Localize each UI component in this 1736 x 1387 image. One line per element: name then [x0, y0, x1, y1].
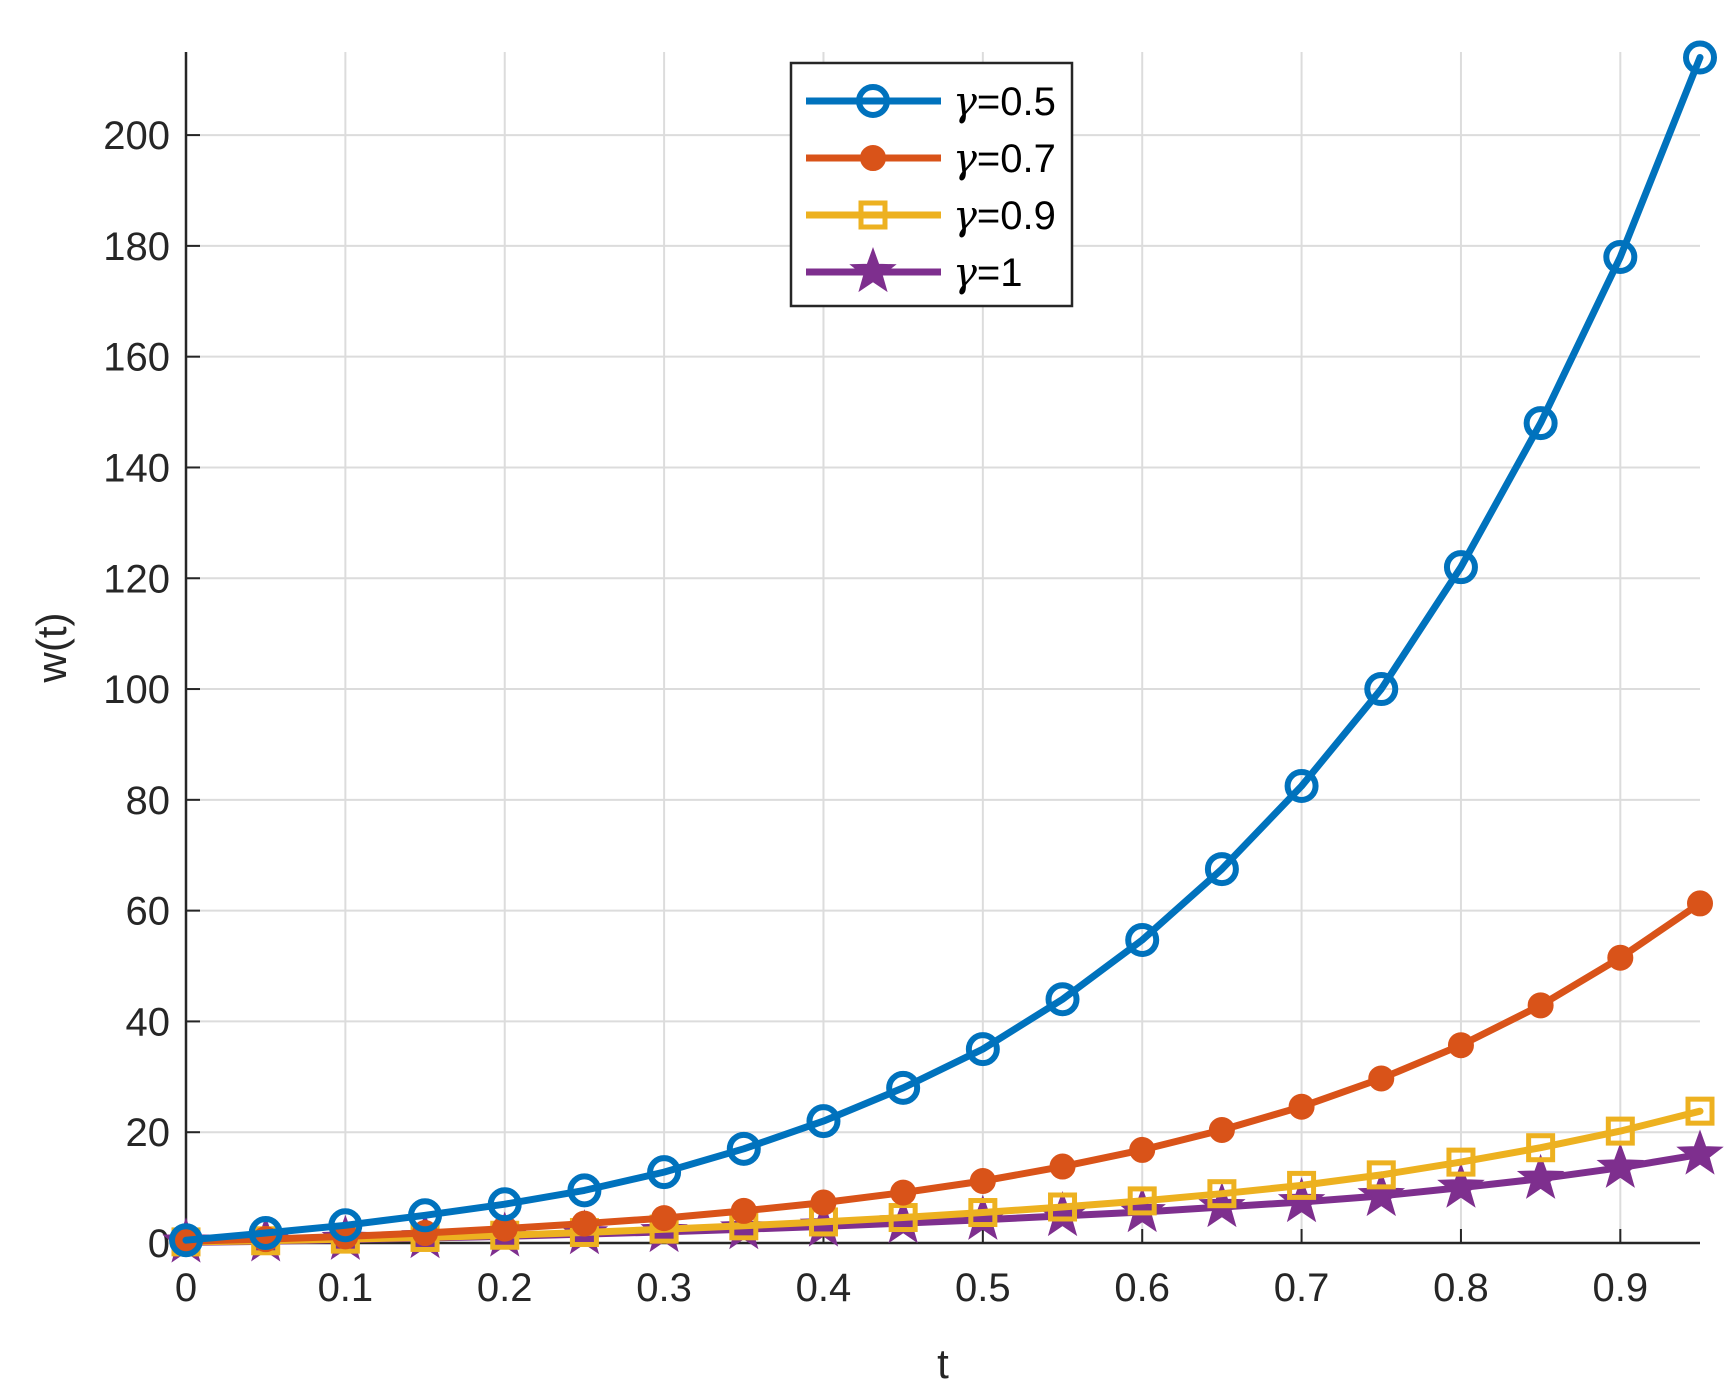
- data-point: [1366, 1160, 1396, 1190]
- legend-label: γ=0.9: [953, 193, 1056, 239]
- data-point: [730, 1197, 757, 1224]
- data-point: [890, 1179, 917, 1206]
- data-point: [1516, 1153, 1565, 1199]
- series-0: [169, 40, 1717, 1258]
- series-line: [182, 899, 1704, 1245]
- series-1: [173, 890, 1713, 1255]
- y-tick-label: 80: [126, 779, 171, 823]
- x-tick-label: 0.6: [1114, 1266, 1170, 1310]
- x-tick-label: 0.3: [636, 1266, 692, 1310]
- x-tick-label: 0.2: [477, 1266, 533, 1310]
- data-point: [487, 1187, 522, 1222]
- y-tick-label: 0: [148, 1222, 170, 1266]
- legend-marker: [858, 200, 888, 230]
- x-tick-label: 0: [175, 1266, 197, 1310]
- x-tick-label: 0.1: [318, 1266, 374, 1310]
- x-tick-label: 0.7: [1274, 1266, 1330, 1310]
- data-point: [1368, 1065, 1395, 1092]
- data-point: [1045, 982, 1080, 1017]
- data-point: [1287, 1170, 1317, 1200]
- data-point: [169, 1223, 203, 1258]
- x-axis-label: t: [937, 1340, 949, 1387]
- data-point: [1284, 768, 1319, 803]
- legend-marker: [849, 247, 897, 293]
- x-tick-label: 0.9: [1593, 1266, 1649, 1310]
- data-point: [1048, 1192, 1078, 1222]
- data-point: [647, 1155, 682, 1190]
- y-tick-label: 100: [103, 668, 170, 712]
- data-point: [1447, 1032, 1474, 1059]
- data-point: [1277, 1177, 1326, 1223]
- legend-label: γ=1: [953, 250, 1023, 296]
- y-tick-label: 160: [103, 336, 170, 380]
- data-point: [1208, 1116, 1235, 1143]
- data-point: [1596, 1142, 1645, 1188]
- data-point: [1125, 922, 1160, 957]
- data-point: [1683, 40, 1717, 75]
- y-tick-label: 180: [103, 225, 170, 269]
- x-tick-label: 0.4: [796, 1266, 852, 1310]
- y-tick-label: 40: [126, 1000, 171, 1044]
- data-point: [1443, 550, 1478, 585]
- legend-marker: [856, 84, 890, 118]
- data-point: [886, 1070, 921, 1105]
- x-tick-label: 0.5: [955, 1266, 1011, 1310]
- data-point: [1526, 1133, 1556, 1163]
- y-tick-label: 120: [103, 557, 170, 601]
- legend-item[interactable]: γ=0.7: [806, 136, 1056, 182]
- data-point: [806, 1104, 841, 1139]
- data-point: [965, 1032, 1000, 1067]
- data-point: [969, 1167, 996, 1194]
- data-point: [567, 1173, 602, 1208]
- y-axis-label: w(t): [28, 613, 75, 684]
- data-point: [1364, 672, 1399, 707]
- data-point: [810, 1189, 837, 1216]
- legend-label: γ=0.7: [953, 136, 1056, 182]
- data-point: [1607, 944, 1634, 971]
- data-point: [651, 1205, 678, 1232]
- legend-item[interactable]: γ=0.5: [806, 79, 1056, 125]
- legend-marker: [860, 145, 886, 171]
- data-point: [1437, 1162, 1485, 1208]
- data-point: [1676, 1129, 1724, 1175]
- x-tick-label: 0.8: [1433, 1266, 1489, 1310]
- data-point: [408, 1198, 443, 1233]
- data-point: [1527, 992, 1554, 1019]
- data-point: [1127, 1186, 1157, 1216]
- data-point: [1357, 1170, 1406, 1217]
- y-tick-label: 140: [103, 446, 170, 490]
- data-point: [1605, 1116, 1635, 1146]
- data-point: [1038, 1190, 1087, 1237]
- legend-item[interactable]: γ=0.9: [806, 193, 1056, 239]
- data-point: [328, 1208, 363, 1243]
- data-point: [1129, 1136, 1156, 1163]
- legend-item[interactable]: γ=1: [806, 247, 1023, 296]
- data-point: [1523, 406, 1558, 441]
- data-point: [1603, 239, 1638, 274]
- legend[interactable]: γ=0.5 γ=0.7 γ=0.9 γ=1: [789, 61, 1074, 308]
- data-point: [1049, 1153, 1076, 1180]
- y-tick-label: 20: [126, 1111, 171, 1155]
- series-lines: [162, 40, 1724, 1263]
- data-point: [1446, 1147, 1476, 1177]
- y-tick-label: 200: [103, 114, 170, 158]
- data-point: [1687, 890, 1713, 917]
- data-point: [968, 1198, 998, 1228]
- data-point: [1204, 852, 1239, 887]
- data-point: [571, 1210, 598, 1237]
- data-point: [1685, 1096, 1715, 1126]
- tick-labels: 0 0.1 0.2 0.3 0.4 0.5 0.6 0.7 0.8 0.9 0 20 40 60 80 100…: [103, 114, 1648, 1310]
- y-tick-label: 60: [126, 890, 171, 934]
- data-point: [1288, 1093, 1315, 1120]
- data-point: [248, 1216, 283, 1251]
- data-point: [1207, 1179, 1237, 1209]
- legend-label: γ=0.5: [953, 79, 1056, 125]
- data-point: [726, 1131, 761, 1166]
